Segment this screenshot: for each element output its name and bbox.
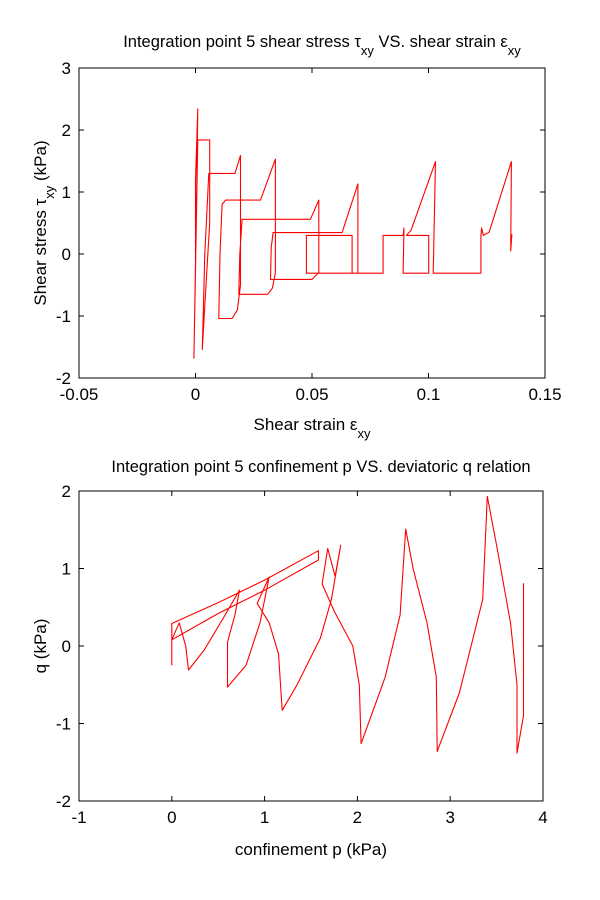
text-part: Integration point 5 shear stress τ — [123, 33, 361, 51]
y-tick-label: -2 — [56, 792, 71, 811]
x-tick-label: -1 — [71, 808, 86, 827]
text-part: Shear stress τ — [31, 198, 50, 305]
y-tick-label: 0 — [62, 245, 71, 264]
axes-box — [78, 67, 546, 379]
x-tick-label: 0.15 — [528, 385, 561, 404]
y-axis-label: Shear stress τxy (kPa) — [31, 140, 57, 305]
series-line-p-q — [171, 495, 525, 754]
y-tick-label: 1 — [62, 183, 71, 202]
subscript: xy — [42, 185, 57, 199]
x-tick-label: 1 — [260, 808, 269, 827]
x-tick-label: 0.05 — [295, 385, 328, 404]
y-tick-label: 0 — [62, 637, 71, 656]
x-tick-label: -0.05 — [60, 385, 99, 404]
subscript: xy — [357, 426, 371, 441]
series-line-tau-gamma — [193, 108, 513, 359]
x-tick-label: 0 — [167, 808, 176, 827]
y-tick-label: 2 — [62, 121, 71, 140]
text-part: q (kPa) — [31, 619, 50, 674]
x-tick-label: 4 — [538, 808, 547, 827]
y-tick-label: 2 — [62, 482, 71, 501]
chart-title: Integration point 5 confinement p VS. de… — [111, 458, 530, 476]
subscript: xy — [361, 43, 375, 58]
y-tick-label: -2 — [56, 369, 71, 388]
x-tick-label: 3 — [445, 808, 454, 827]
text-part: Integration point 5 confinement p VS. de… — [111, 458, 530, 476]
y-tick-label: -1 — [56, 307, 71, 326]
text-part: confinement p (kPa) — [235, 840, 387, 859]
y-tick-label: 1 — [62, 560, 71, 579]
text-part: Shear strain ε — [254, 415, 358, 434]
x-axis-label: confinement p (kPa) — [235, 840, 387, 859]
subscript: xy — [508, 43, 522, 58]
y-tick-label: -1 — [56, 715, 71, 734]
x-tick-label: 0.1 — [417, 385, 441, 404]
subplot-1: -0.05 0 0.05 0.1 0.15 -2 -1 0 1 2 3 — [56, 59, 562, 404]
y-tick-label: 3 — [62, 59, 71, 78]
y-axis-label: q (kPa) — [31, 619, 50, 674]
chart-title: Integration point 5 shear stress τxy VS.… — [123, 33, 521, 58]
x-tick-label: 0 — [191, 385, 200, 404]
axes-box — [78, 490, 544, 802]
text-part: (kPa) — [31, 140, 50, 185]
text-part: VS. shear strain ε — [374, 33, 509, 51]
x-tick-label: 2 — [353, 808, 362, 827]
x-axis-label: Shear strain εxy — [254, 415, 371, 441]
